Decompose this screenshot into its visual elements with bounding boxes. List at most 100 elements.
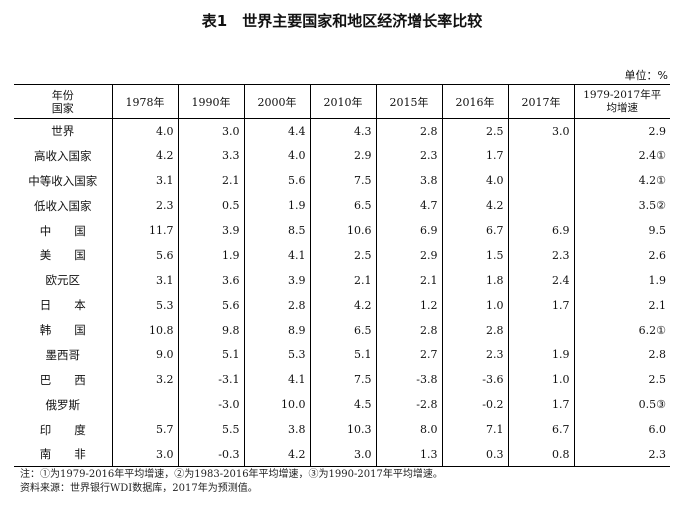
growth-cell: 10.3 (310, 417, 376, 442)
country-name: 日 本 (14, 293, 112, 318)
growth-cell: 4.5 (310, 392, 376, 417)
growth-cell: 1.7 (442, 143, 508, 168)
country-name: 南 非 (14, 442, 112, 467)
country-name: 中等收入国家 (14, 168, 112, 193)
corner-header: 年份 国家 (14, 85, 112, 119)
table-row: 欧元区 3.1 3.6 3.9 2.1 2.1 1.8 2.4 1.9 (14, 268, 670, 293)
growth-cell: 2.4 (508, 268, 574, 293)
growth-cell: 6.7 (442, 218, 508, 243)
growth-cell: 5.1 (310, 343, 376, 368)
country-name: 高收入国家 (14, 143, 112, 168)
growth-cell: 10.0 (244, 392, 310, 417)
country-name: 欧元区 (14, 268, 112, 293)
growth-cell: 3.1 (112, 168, 178, 193)
growth-cell: 2.3 (508, 243, 574, 268)
average-growth-cell: 1.9 (574, 268, 670, 293)
growth-cell: 9.0 (112, 343, 178, 368)
growth-cell: -3.0 (178, 392, 244, 417)
growth-cell: 6.9 (508, 218, 574, 243)
average-growth-cell: 2.3 (574, 442, 670, 467)
growth-cell: 1.8 (442, 268, 508, 293)
growth-cell: 0.8 (508, 442, 574, 467)
growth-cell: 5.6 (112, 243, 178, 268)
average-growth-cell: 0.5③ (574, 392, 670, 417)
growth-cell: 1.3 (376, 442, 442, 467)
growth-cell: 5.3 (112, 293, 178, 318)
average-growth-cell: 2.1 (574, 293, 670, 318)
growth-cell: 10.6 (310, 218, 376, 243)
average-growth-cell: 2.6 (574, 243, 670, 268)
unit-label: 单位：% (625, 67, 668, 83)
year-header: 1990年 (178, 85, 244, 119)
average-header-line2: 均增速 (577, 102, 669, 115)
growth-cell: 4.2 (112, 143, 178, 168)
growth-cell: 5.3 (244, 343, 310, 368)
growth-cell: 3.0 (112, 442, 178, 467)
growth-cell: 8.5 (244, 218, 310, 243)
growth-cell: 2.8 (442, 318, 508, 343)
average-growth-cell: 6.0 (574, 417, 670, 442)
growth-cell: 2.8 (244, 293, 310, 318)
average-growth-cell: 2.8 (574, 343, 670, 368)
growth-cell: 1.7 (508, 293, 574, 318)
growth-cell: 1.0 (442, 293, 508, 318)
growth-cell: 2.5 (442, 119, 508, 144)
country-name: 世界 (14, 119, 112, 144)
table-row: 世界 4.0 3.0 4.4 4.3 2.8 2.5 3.0 2.9 (14, 119, 670, 144)
growth-cell: 6.5 (310, 193, 376, 218)
growth-cell: 0.3 (442, 442, 508, 467)
table-row: 韩 国 10.8 9.8 8.9 6.5 2.8 2.8 6.2① (14, 318, 670, 343)
table-row: 墨西哥 9.0 5.1 5.3 5.1 2.7 2.3 1.9 2.8 (14, 343, 670, 368)
growth-cell: 4.0 (442, 168, 508, 193)
growth-cell (112, 392, 178, 417)
growth-cell: 0.5 (178, 193, 244, 218)
growth-cell: 5.5 (178, 417, 244, 442)
average-growth-header: 1979-2017年平 均增速 (574, 85, 670, 119)
year-header: 2015年 (376, 85, 442, 119)
footnote-averages: 注：①为1979-2016年平均增速，②为1983-2016年平均增速，③为19… (20, 468, 670, 482)
growth-cell: 1.5 (442, 243, 508, 268)
growth-cell: 2.9 (310, 143, 376, 168)
growth-cell: 4.7 (376, 193, 442, 218)
growth-cell: 4.0 (244, 143, 310, 168)
growth-cell: 2.7 (376, 343, 442, 368)
growth-cell: -0.3 (178, 442, 244, 467)
growth-cell: 2.9 (376, 243, 442, 268)
growth-cell: -0.2 (442, 392, 508, 417)
growth-cell: 7.5 (310, 367, 376, 392)
growth-cell: 3.0 (310, 442, 376, 467)
year-header: 2017年 (508, 85, 574, 119)
growth-cell: 1.9 (178, 243, 244, 268)
average-growth-cell: 2.9 (574, 119, 670, 144)
growth-cell: 2.8 (376, 318, 442, 343)
corner-country-label: 国家 (16, 102, 110, 115)
growth-cell: -3.6 (442, 367, 508, 392)
growth-cell: 6.9 (376, 218, 442, 243)
footnotes: 注：①为1979-2016年平均增速，②为1983-2016年平均增速，③为19… (20, 468, 670, 496)
growth-cell: 2.3 (376, 143, 442, 168)
table-row: 南 非 3.0 -0.3 4.2 3.0 1.3 0.3 0.8 2.3 (14, 442, 670, 467)
country-name: 韩 国 (14, 318, 112, 343)
table-row: 高收入国家 4.2 3.3 4.0 2.9 2.3 1.7 2.4① (14, 143, 670, 168)
growth-cell: 3.8 (376, 168, 442, 193)
table-row: 中等收入国家 3.1 2.1 5.6 7.5 3.8 4.0 4.2① (14, 168, 670, 193)
growth-cell: 2.1 (178, 168, 244, 193)
header-row: 年份 国家 1978年 1990年 2000年 2010年 2015年 2016… (14, 85, 670, 119)
average-growth-cell: 2.4① (574, 143, 670, 168)
growth-cell (508, 318, 574, 343)
average-growth-cell: 6.2① (574, 318, 670, 343)
growth-cell: -3.1 (178, 367, 244, 392)
country-name: 美 国 (14, 243, 112, 268)
growth-cell (508, 193, 574, 218)
average-growth-cell: 9.5 (574, 218, 670, 243)
country-name: 低收入国家 (14, 193, 112, 218)
growth-rate-table: 年份 国家 1978年 1990年 2000年 2010年 2015年 2016… (14, 84, 670, 467)
year-header: 2010年 (310, 85, 376, 119)
growth-cell: 2.8 (376, 119, 442, 144)
growth-cell: 4.0 (112, 119, 178, 144)
growth-cell: 4.4 (244, 119, 310, 144)
growth-cell: 2.3 (112, 193, 178, 218)
growth-cell: 4.2 (442, 193, 508, 218)
growth-cell: 5.1 (178, 343, 244, 368)
growth-cell: 2.1 (376, 268, 442, 293)
